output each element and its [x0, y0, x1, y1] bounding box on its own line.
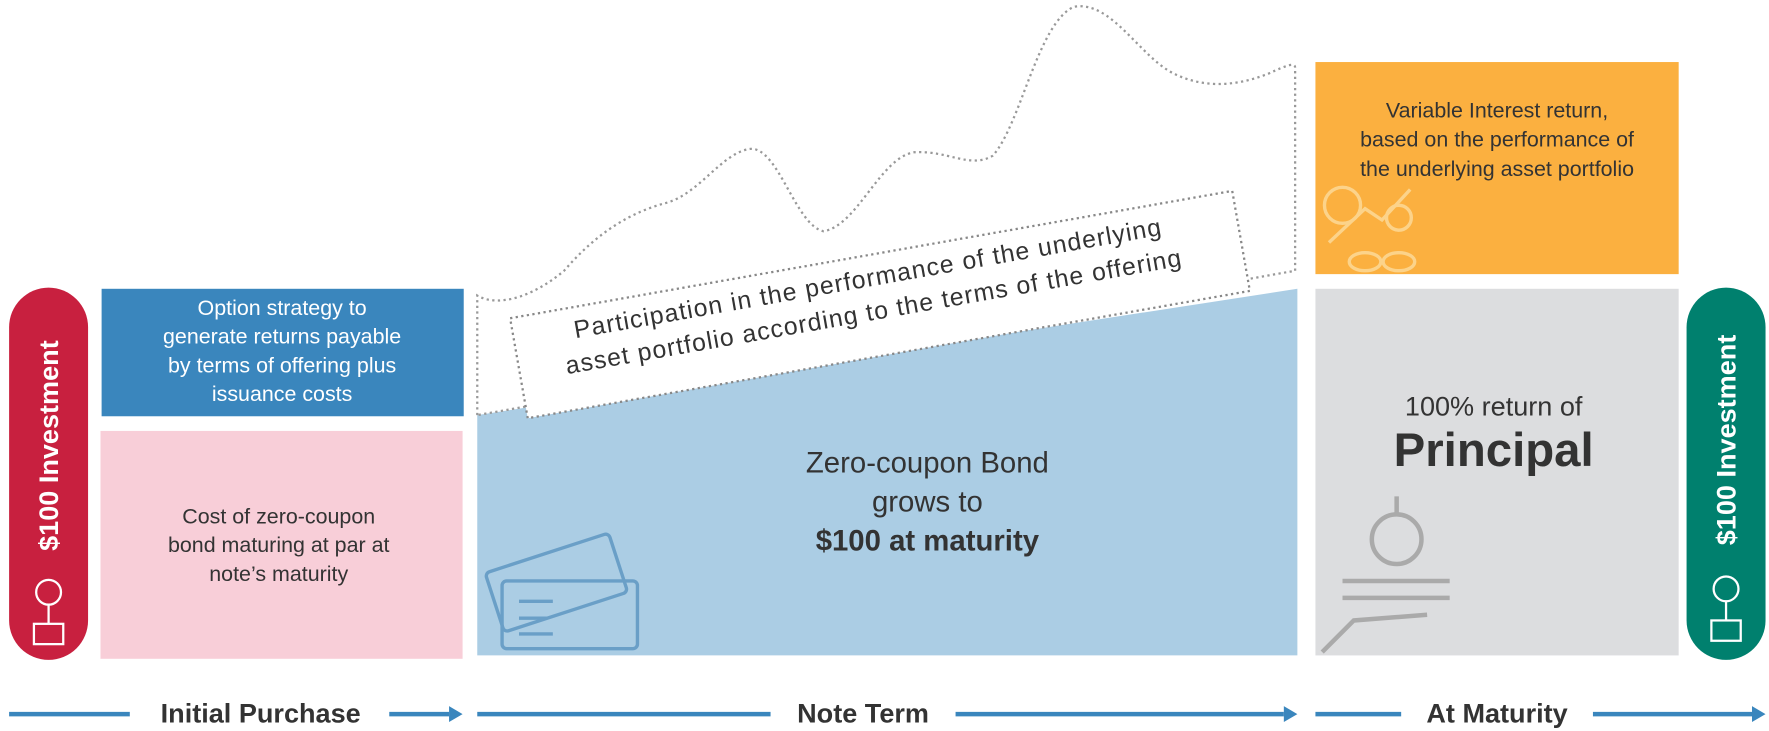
bond-line: grows to [872, 485, 983, 518]
left-pill-label: $100 Investment [33, 340, 64, 551]
right-pill [1686, 287, 1766, 660]
bond-line: $100 at maturity [816, 524, 1040, 557]
left-pill [9, 287, 89, 660]
variable-line: based on the performance of [1360, 128, 1634, 152]
right-pill-label: $100 Investment [1710, 335, 1741, 546]
principal-line: 100% return of [1405, 391, 1583, 422]
option-box-line: issuance costs [212, 382, 353, 406]
money-plant-icon [1710, 575, 1742, 642]
cost-box [100, 430, 463, 659]
option-box-line: generate returns payable [163, 325, 401, 349]
option-box-line: by terms of offering plus [168, 353, 396, 377]
bond-line: Zero-coupon Bond [806, 447, 1049, 480]
cost-box-line: note’s maturity [209, 562, 348, 586]
variable-line: Variable Interest return, [1386, 98, 1608, 122]
cost-box-line: Cost of zero-coupon [182, 504, 375, 528]
timeline-label: Note Term [797, 697, 929, 728]
variable-line: the underlying asset portfolio [1360, 157, 1634, 181]
coupon-icon [484, 532, 640, 651]
cost-box-line: bond maturing at par at [168, 533, 390, 557]
performance-line [476, 5, 1297, 417]
bond-area [477, 288, 1298, 656]
principal-box [1315, 288, 1679, 656]
option-box-line: Option strategy to [198, 296, 367, 320]
timeline-label: At Maturity [1426, 697, 1567, 728]
timeline [9, 706, 1766, 722]
principal-line: Principal [1394, 424, 1594, 477]
variable-box [1315, 62, 1679, 275]
option-box [101, 288, 464, 417]
hand-money-icon [1320, 496, 1450, 654]
money-plant-icon [32, 578, 65, 646]
growth-icon [1322, 185, 1417, 273]
timeline-label: Initial Purchase [161, 697, 361, 728]
